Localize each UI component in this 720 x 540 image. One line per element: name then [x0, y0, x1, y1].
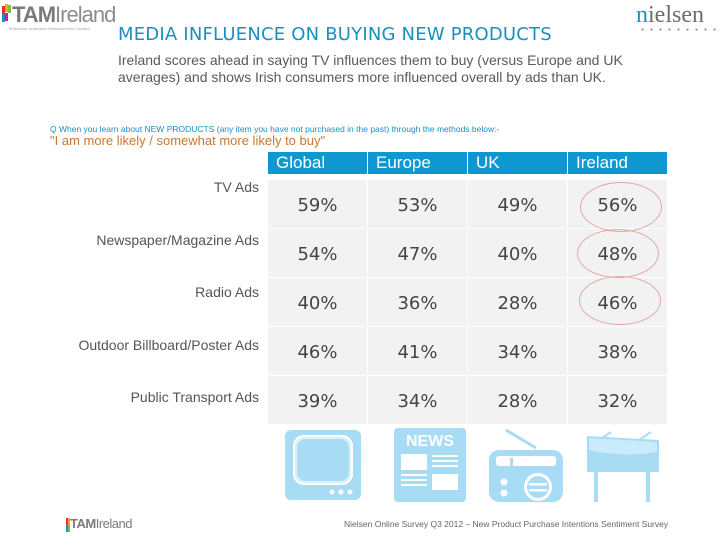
tam-logo-tagline: Television Audience Measurement Ireland — [8, 26, 90, 31]
table-cell: 49% — [468, 180, 567, 228]
radio-icon — [489, 428, 563, 502]
table-cell-ireland: 46% — [568, 278, 667, 326]
table-cell: 53% — [368, 180, 467, 228]
newspaper-icon-label: NEWS — [406, 433, 454, 450]
nielsen-logo-initial: n — [636, 2, 648, 28]
column-header-global: Global — [268, 152, 367, 174]
survey-answer-quote: "I am more likely / somewhat more likely… — [50, 133, 326, 148]
footer-source-note: Nielsen Online Survey Q3 2012 – New Prod… — [344, 519, 669, 529]
footer-tam-mark-icon — [66, 518, 70, 532]
page-subtitle: Ireland scores ahead in saying TV influe… — [118, 52, 623, 85]
tam-color-mark-icon — [2, 4, 11, 22]
footer-logo-light: Ireland — [95, 516, 133, 531]
tam-ireland-logo: TAMIreland Television Audience Measureme… — [2, 2, 116, 31]
table-cell: 47% — [368, 229, 467, 277]
table-cell: 34% — [468, 327, 567, 375]
page-title: MEDIA INFLUENCE ON BUYING NEW PRODUCTS — [118, 24, 552, 45]
nielsen-logo: nielsen — [636, 2, 718, 32]
row-label-newspaper-magazine-ads: Newspaper/Magazine Ads — [96, 232, 259, 248]
table-cell: 41% — [368, 327, 467, 375]
table-cell: 59% — [268, 180, 367, 228]
row-label-outdoor-billboard-poster-ads: Outdoor Billboard/Poster Ads — [78, 337, 259, 353]
newspaper-icon: NEWS — [394, 428, 466, 502]
row-label-radio-ads: Radio Ads — [195, 284, 259, 300]
table-cell: 40% — [268, 278, 367, 326]
column-header-ireland: Ireland — [568, 152, 667, 174]
footer-logo-bold: TAM — [70, 516, 96, 531]
table-cell: 34% — [368, 376, 467, 424]
survey-question: Q When you learn about NEW PRODUCTS (any… — [50, 124, 500, 134]
row-label-tv-ads: TV Ads — [213, 179, 259, 195]
table-cell-ireland: 48% — [568, 229, 667, 277]
tam-logo-text: TAMIreland — [12, 2, 116, 27]
column-header-uk: UK — [468, 152, 567, 174]
nielsen-dots-decoration — [638, 28, 718, 31]
table-cell: 39% — [268, 376, 367, 424]
table-cell: 28% — [468, 278, 567, 326]
nielsen-logo-text: ielsen — [648, 2, 704, 28]
table-cell: 28% — [468, 376, 567, 424]
table-cell: 40% — [468, 229, 567, 277]
table-cell-ireland: 56% — [568, 180, 667, 228]
footer-tam-ireland-logo: TAMIreland — [66, 516, 132, 534]
column-header-europe: Europe — [368, 152, 467, 174]
tv-icon — [285, 430, 361, 500]
row-label-public-transport-ads: Public Transport Ads — [130, 389, 259, 405]
table-cell: 54% — [268, 229, 367, 277]
table-cell: 46% — [268, 327, 367, 375]
table-cell-ireland: 32% — [568, 376, 667, 424]
table-cell-ireland: 38% — [568, 327, 667, 375]
table-cell: 36% — [368, 278, 467, 326]
billboard-icon — [587, 431, 659, 502]
